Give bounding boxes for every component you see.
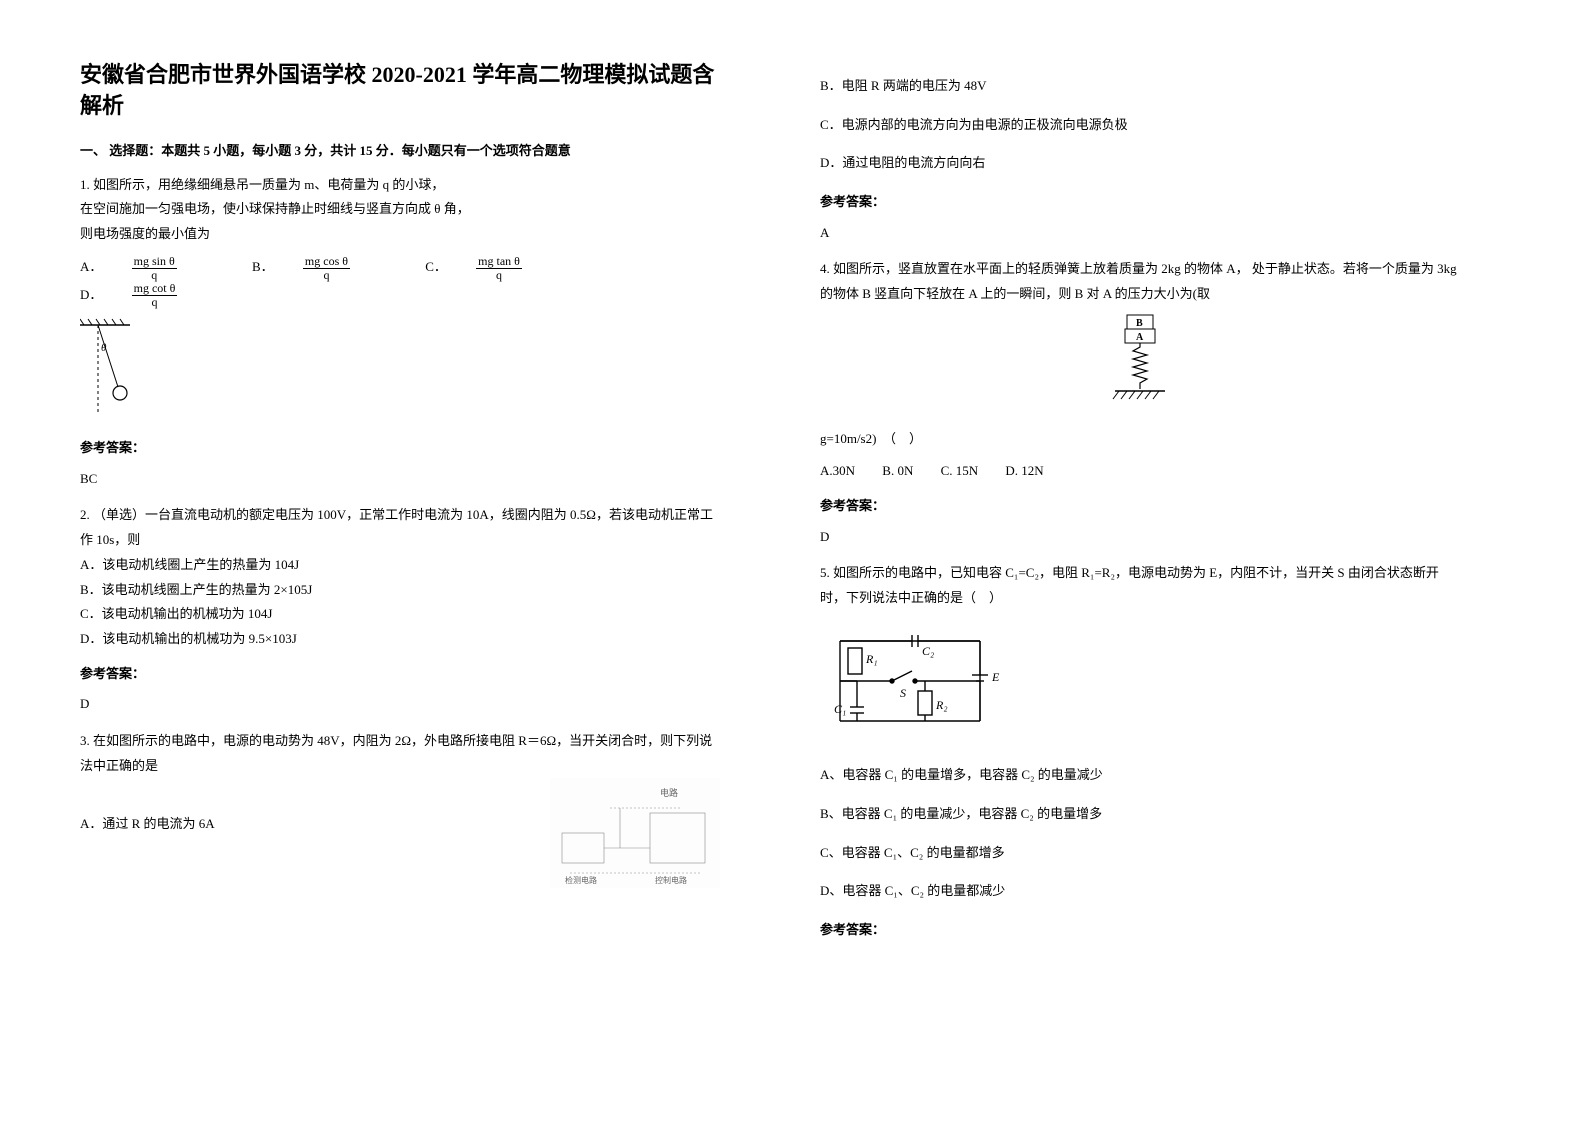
doc-title: 安徽省合肥市世界外国语学校 2020-2021 学年高二物理模拟试题含解析 <box>80 60 720 122</box>
svg-text:R₁: R₁ <box>865 652 878 666</box>
q2-opt-c: C．该电动机输出的机械功为 104J <box>80 602 720 627</box>
q1-opt-a: A． mg sin θ q <box>80 255 225 282</box>
svg-text:S: S <box>900 686 906 700</box>
q4-g: g=10m/s2) （ ） <box>820 427 1460 452</box>
q3-answer-head: 参考答案： <box>820 190 1460 215</box>
q2-opt-d: D．该电动机输出的机械功为 9.5×103J <box>80 627 720 652</box>
pendulum-icon: θ <box>80 317 150 417</box>
svg-text:E: E <box>991 670 1000 684</box>
q1-answer-head: 参考答案： <box>80 436 720 461</box>
q4-options: A.30N B. 0N C. 15N D. 12N <box>820 459 1460 484</box>
section-1-head: 一、 选择题：本题共 5 小题，每小题 3 分，共计 15 分．每小题只有一个选… <box>80 140 720 159</box>
svg-text:控制电路: 控制电路 <box>655 875 687 885</box>
q1-opt-c-num: mg tan θ <box>476 255 522 269</box>
q5-opt-a: A、电容器 C₁ 的电量增多，电容器 C₂ 的电量减少 <box>820 763 1460 788</box>
q1-opt-a-label: A． <box>80 255 102 280</box>
q1-stem-line3: 则电场强度的最小值为 <box>80 222 720 247</box>
q3-opt-d: D．通过电阻的电流方向向右 <box>820 151 1460 176</box>
q1-diagram: θ <box>80 317 720 426</box>
q3-opt-b: B．电阻 R 两端的电压为 48V <box>820 74 1460 99</box>
q1-stem-line1: 1. 如图所示，用绝缘细绳悬吊一质量为 m、电荷量为 q 的小球， <box>80 173 720 198</box>
q1-opt-d-label: D． <box>80 283 102 308</box>
q5-opt-d: D、电容器 C₁、C₂ 的电量都减少 <box>820 879 1460 904</box>
blurry-circuit-icon: 电路 检测电路 控制电路 <box>550 778 720 888</box>
q1-opt-d: D． mg cot θ q <box>80 282 225 309</box>
q1-options: A． mg sin θ q B． mg cos θ q C． <box>80 255 720 310</box>
q4-stem: 4. 如图所示，竖直放置在水平面上的轻质弹簧上放着质量为 2kg 的物体 A， … <box>820 257 1460 306</box>
q3-stem: 3. 在如图所示的电路中，电源的电动势为 48V，内阻为 2Ω，外电路所接电阻 … <box>80 729 720 778</box>
q5-opt-b: B、电容器 C₁ 的电量减少，电容器 C₂ 的电量增多 <box>820 802 1460 827</box>
q4-opt-d: D. 12N <box>1005 459 1043 484</box>
q1-opt-b-label: B． <box>252 255 274 280</box>
question-4: 4. 如图所示，竖直放置在水平面上的轻质弹簧上放着质量为 2kg 的物体 A， … <box>820 257 1460 549</box>
spring-block-icon: B A <box>1105 313 1175 408</box>
q1-opt-a-num: mg sin θ <box>132 255 177 269</box>
q5-answer-head: 参考答案： <box>820 918 1460 943</box>
svg-text:R₂: R₂ <box>935 698 948 712</box>
q1-opt-b-num: mg cos θ <box>303 255 350 269</box>
q5-stem: 5. 如图所示的电路中，已知电容 C₁=C₂，电阻 R₁=R₂，电源电动势为 E… <box>820 561 1460 610</box>
q1-opt-c: C． mg tan θ q <box>425 255 570 282</box>
q2-opt-a: A．该电动机线圈上产生的热量为 104J <box>80 553 720 578</box>
q2-opt-b: B．该电动机线圈上产生的热量为 2×105J <box>80 578 720 603</box>
q3-answer: A <box>820 221 1460 246</box>
question-3: 3. 在如图所示的电路中，电源的电动势为 48V，内阻为 2Ω，外电路所接电阻 … <box>80 729 720 897</box>
q1-opt-c-label: C． <box>425 255 447 280</box>
svg-text:检测电路: 检测电路 <box>565 875 597 885</box>
q1-opt-a-frac: mg sin θ q <box>132 255 201 282</box>
q3-circuit-diagram: 电路 检测电路 控制电路 <box>550 778 720 897</box>
q4-answer-head: 参考答案： <box>820 494 1460 519</box>
q4-diagram: B A <box>820 313 1460 417</box>
q4-opt-b: B. 0N <box>882 459 913 484</box>
q2-answer-head: 参考答案： <box>80 662 720 687</box>
q1-opt-b-frac: mg cos θ q <box>303 255 374 282</box>
q1-opt-c-den: q <box>476 269 522 282</box>
question-2: 2. （单选）一台直流电动机的额定电压为 100V，正常工作时电流为 10A，线… <box>80 503 720 717</box>
q1-opt-b-den: q <box>303 269 350 282</box>
q1-answer: BC <box>80 467 720 492</box>
q3-opt-c: C．电源内部的电流方向为由电源的正极流向电源负极 <box>820 113 1460 138</box>
rc-circuit-icon: R₁ C₂ S C₁ R₂ E <box>820 621 1020 741</box>
q4-opt-a: A.30N <box>820 459 855 484</box>
q1-opt-d-num: mg cot θ <box>132 282 178 296</box>
question-1: 1. 如图所示，用绝缘细绳悬吊一质量为 m、电荷量为 q 的小球， 在空间施加一… <box>80 173 720 492</box>
svg-text:θ: θ <box>101 342 107 354</box>
svg-text:B: B <box>1136 318 1143 329</box>
question-3-cont: B．电阻 R 两端的电压为 48V C．电源内部的电流方向为由电源的正极流向电源… <box>820 74 1460 245</box>
q1-opt-c-frac: mg tan θ q <box>476 255 546 282</box>
svg-text:C₂: C₂ <box>922 644 934 658</box>
q5-diagram: R₁ C₂ S C₁ R₂ E <box>820 621 1460 750</box>
q5-opt-c: C、电容器 C₁、C₂ 的电量都增多 <box>820 841 1460 866</box>
question-5: 5. 如图所示的电路中，已知电容 C₁=C₂，电阻 R₁=R₂，电源电动势为 E… <box>820 561 1460 943</box>
q1-opt-d-den: q <box>132 296 178 309</box>
svg-text:A: A <box>1136 332 1144 343</box>
svg-text:C₁: C₁ <box>834 702 846 716</box>
svg-text:电路: 电路 <box>660 787 678 798</box>
q1-opt-b: B． mg cos θ q <box>252 255 398 282</box>
q4-opt-c: C. 15N <box>941 459 979 484</box>
q1-stem-line2: 在空间施加一匀强电场，使小球保持静止时细线与竖直方向成 θ 角， <box>80 197 720 222</box>
q1-opt-d-frac: mg cot θ q <box>132 282 202 309</box>
q2-answer: D <box>80 692 720 717</box>
q4-answer: D <box>820 525 1460 550</box>
q2-stem: 2. （单选）一台直流电动机的额定电压为 100V，正常工作时电流为 10A，线… <box>80 503 720 552</box>
